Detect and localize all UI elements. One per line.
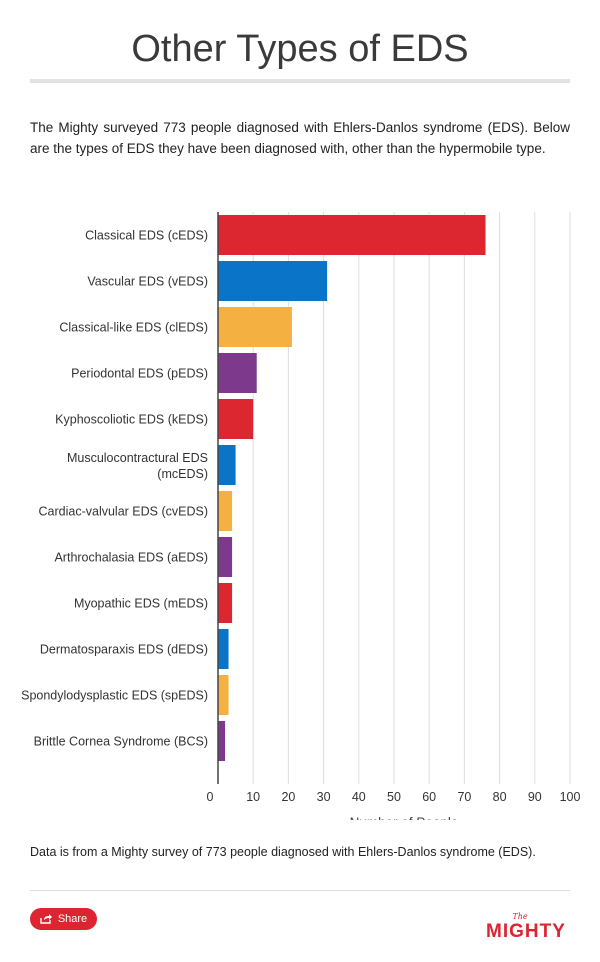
x-tick-label: 40 xyxy=(352,790,366,804)
category-label: Dermatosparaxis EDS (dEDS) xyxy=(40,643,208,657)
category-label: Vascular EDS (vEDS) xyxy=(87,275,208,289)
page-title: Other Types of EDS xyxy=(131,28,469,70)
category-label: Arthrochalasia EDS (aEDS) xyxy=(54,551,208,565)
bar xyxy=(218,261,328,301)
category-label: Periodontal EDS (pEDS) xyxy=(71,367,208,381)
logo-small-text: The xyxy=(512,912,528,921)
source-note: Data is from a Mighty survey of 773 peop… xyxy=(30,845,536,859)
logo-main-text: MIGHTY xyxy=(486,921,566,942)
x-tick-label: 70 xyxy=(457,790,471,804)
share-icon xyxy=(40,914,52,924)
bar xyxy=(218,537,233,577)
bar xyxy=(218,215,486,255)
x-tick-label: 20 xyxy=(281,790,295,804)
x-tick-label: 30 xyxy=(317,790,331,804)
share-button[interactable]: Share xyxy=(30,908,97,930)
x-axis-label: Number of People xyxy=(350,815,459,820)
bar xyxy=(218,491,233,531)
title-divider xyxy=(30,79,570,83)
footer-divider xyxy=(30,890,570,891)
bar xyxy=(218,583,233,623)
x-tick-label: 50 xyxy=(387,790,401,804)
category-label: Musculocontractural EDS (mcEDS) xyxy=(67,451,208,481)
category-label: Spondylodysplastic EDS (spEDS) xyxy=(21,689,208,703)
bar xyxy=(218,399,254,439)
mighty-logo[interactable]: The MIGHTY xyxy=(486,912,566,948)
category-label: Cardiac-valvular EDS (cvEDS) xyxy=(39,505,208,519)
x-tick-label: 60 xyxy=(422,790,436,804)
share-label: Share xyxy=(57,913,88,925)
bar-chart: 0 10 20 30 40 50 60 70 80 90 100 Classical EDS (cED… xyxy=(21,212,581,820)
category-label: Kyphoscoliotic EDS (kEDS) xyxy=(55,413,208,427)
category-label: Myopathic EDS (mEDS) xyxy=(74,597,208,611)
category-label: Classical EDS (cEDS) xyxy=(85,229,208,243)
category-label: Classical-like EDS (clEDS) xyxy=(59,321,208,335)
x-tick-label: 100 xyxy=(560,790,581,804)
bar xyxy=(218,675,229,715)
x-tick-label: 80 xyxy=(493,790,507,804)
x-tick-label: 10 xyxy=(246,790,260,804)
x-tick-label: 0 xyxy=(207,790,214,804)
category-label: Brittle Cornea Syndrome (BCS) xyxy=(34,735,208,749)
bar xyxy=(218,721,226,761)
x-tick-label: 90 xyxy=(528,790,542,804)
bar xyxy=(218,445,236,485)
intro-text: The Mighty surveyed 773 people diagnosed… xyxy=(30,120,570,156)
bar xyxy=(218,629,229,669)
bar xyxy=(218,307,292,347)
bar xyxy=(218,353,257,393)
